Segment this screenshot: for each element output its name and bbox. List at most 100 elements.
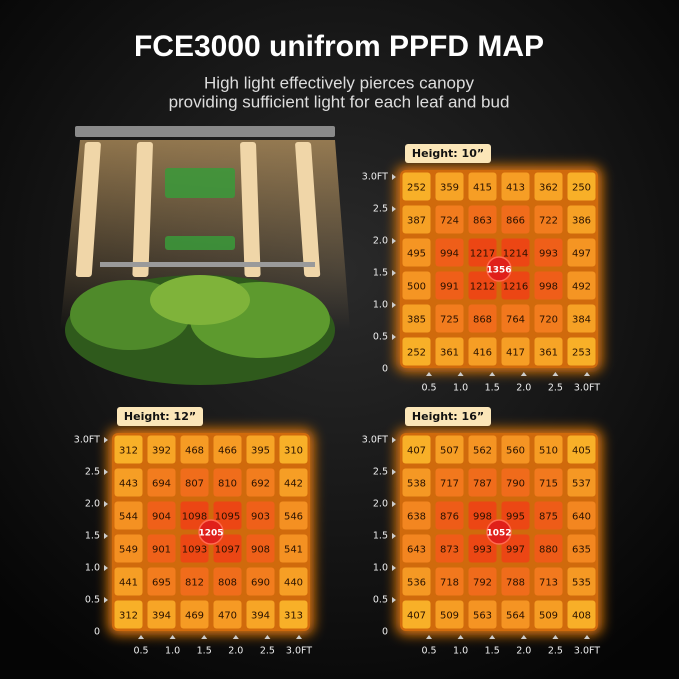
map-cell (402, 468, 431, 497)
cell-value: 1212 (470, 282, 495, 293)
map-cell (246, 435, 275, 464)
map-cell (279, 567, 308, 596)
map-cell (567, 468, 596, 497)
cell-value: 384 (572, 315, 591, 326)
map-cell (279, 435, 308, 464)
map-cell (279, 501, 308, 530)
cell-value: 787 (473, 479, 492, 490)
cell-value: 808 (218, 578, 237, 589)
cell-value: 361 (539, 348, 558, 359)
cell-value: 724 (440, 216, 459, 227)
y-axis-label: 3.0FT (362, 435, 388, 446)
cell-value: 715 (539, 479, 558, 490)
map-cell (114, 435, 143, 464)
axis-tick (104, 501, 108, 507)
driver (165, 236, 235, 250)
axis-tick (489, 372, 496, 376)
cell-value: 901 (152, 545, 171, 556)
map-cell (501, 501, 530, 530)
cell-value: 359 (440, 183, 459, 194)
y-axis-label: 1.0 (85, 563, 100, 574)
cell-value: 415 (473, 183, 492, 194)
cell-value: 385 (407, 315, 426, 326)
cell-value: 720 (539, 315, 558, 326)
cell-value: 440 (284, 578, 303, 589)
cell-value: 394 (152, 611, 171, 622)
map-cell (213, 567, 242, 596)
y-axis-label: 3.0FT (74, 435, 100, 446)
cell-value: 695 (152, 578, 171, 589)
cell-value: 904 (152, 512, 171, 523)
x-axis-label: 1.0 (453, 383, 468, 394)
ppfd-map: 312 392 468 466 395 310 443 694 807 810 692 442 544 9… (74, 407, 314, 657)
map-cell (435, 238, 464, 267)
map-cell (402, 435, 431, 464)
axis-tick (296, 635, 302, 639)
axis-tick (138, 635, 144, 639)
cell-value: 495 (407, 249, 426, 260)
map-cell (534, 435, 563, 464)
map-cell (567, 238, 596, 267)
map-cell (114, 468, 143, 497)
axis-tick (489, 635, 496, 639)
map-cell (534, 600, 563, 629)
cell-value: 507 (440, 446, 459, 457)
map-cell (147, 567, 176, 596)
map-cell (435, 205, 464, 234)
x-axis-label: 0.5 (133, 646, 148, 657)
cell-value: 509 (440, 611, 459, 622)
cell-value: 993 (539, 249, 558, 260)
height-label: Height: 16” (412, 410, 484, 423)
cell-value: 310 (284, 446, 303, 457)
axis-tick (457, 635, 464, 639)
cell-value: 313 (284, 611, 303, 622)
map-cell (435, 435, 464, 464)
map-cell (534, 271, 563, 300)
map-cell (501, 534, 530, 563)
cell-value: 562 (473, 446, 492, 457)
cell-value: 863 (473, 216, 492, 227)
map-cell (567, 304, 596, 333)
map-cell (501, 304, 530, 333)
map-cell (501, 435, 530, 464)
map-cell (402, 172, 431, 201)
y-axis-label: 2.5 (85, 467, 100, 478)
y-axis-label: 1.5 (373, 268, 388, 279)
x-axis-label: 1.5 (197, 646, 212, 657)
cell-value: 469 (185, 611, 204, 622)
cell-value: 876 (440, 512, 459, 523)
cell-value: 394 (251, 611, 270, 622)
map-cell (534, 304, 563, 333)
map-cell (534, 205, 563, 234)
center-value: 1356 (486, 266, 511, 276)
cell-value: 535 (572, 578, 591, 589)
axis-tick (392, 597, 396, 603)
x-axis-label: 2.5 (260, 646, 275, 657)
cell-value: 497 (572, 249, 591, 260)
map-cell (279, 600, 308, 629)
cell-value: 997 (506, 545, 525, 556)
axis-tick (104, 597, 108, 603)
height-label: Height: 12” (124, 410, 196, 423)
cell-value: 252 (407, 348, 426, 359)
cell-value: 713 (539, 578, 558, 589)
ppfd-map: 407 507 562 560 510 405 538 717 787 790 715 537 638 8… (362, 407, 602, 657)
cell-value: 408 (572, 611, 591, 622)
map-cell (534, 337, 563, 366)
title: FCE3000 unifrom PPFD MAP (134, 30, 544, 63)
map-cell (180, 501, 209, 530)
y-axis-label: 1.0 (373, 300, 388, 311)
center-badge (486, 256, 512, 282)
map-cell (567, 205, 596, 234)
cell-value: 903 (251, 512, 270, 523)
map-cell (501, 271, 530, 300)
cell-value: 1095 (215, 512, 240, 523)
x-axis-label: 3.0FT (574, 646, 600, 657)
light-bar (295, 142, 321, 277)
axis-tick (392, 501, 396, 507)
cell-value: 407 (407, 611, 426, 622)
cell-value: 387 (407, 216, 426, 227)
axis-tick (392, 437, 396, 443)
x-axis-label: 1.0 (453, 646, 468, 657)
cell-value: 1098 (182, 512, 207, 523)
